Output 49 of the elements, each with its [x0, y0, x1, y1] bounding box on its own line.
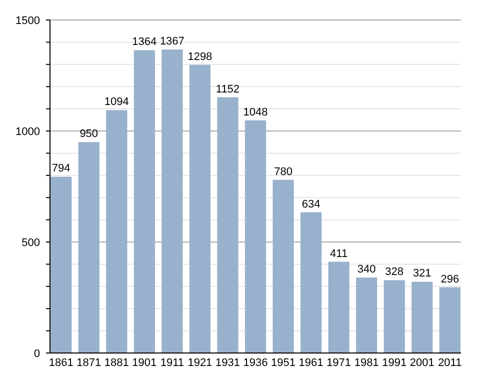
y-tick-label: 1500 — [16, 14, 40, 27]
bar — [134, 50, 155, 353]
data-label: 1048 — [243, 106, 268, 118]
bar — [50, 176, 72, 353]
data-label: 950 — [80, 128, 98, 140]
data-label: 328 — [385, 266, 404, 278]
bar — [412, 282, 433, 353]
data-label: 296 — [440, 273, 460, 286]
x-tick-label: 1911 — [160, 357, 184, 369]
y-tick-label: 0 — [34, 348, 40, 360]
data-label: 634 — [302, 198, 320, 210]
data-label: 321 — [412, 268, 432, 280]
data-label: 1298 — [188, 50, 212, 63]
data-label: 1152 — [216, 83, 240, 96]
data-label: 411 — [330, 248, 348, 260]
x-tick-label: 1951 — [271, 357, 296, 369]
bar — [328, 262, 350, 353]
x-tick-label: 1881 — [104, 357, 129, 369]
bar — [272, 180, 294, 353]
x-tick-label: 1991 — [382, 357, 407, 369]
bar — [78, 142, 100, 353]
x-tick-label: 1921 — [188, 357, 212, 369]
x-tick-label: 1971 — [326, 357, 352, 369]
x-tick-label: 1981 — [354, 357, 379, 369]
bar — [106, 110, 128, 353]
x-tick-label: 1871 — [76, 357, 102, 369]
data-label: 340 — [357, 264, 376, 276]
data-label: 794 — [52, 162, 70, 175]
bar — [356, 278, 378, 353]
bar — [162, 50, 183, 353]
x-tick-label: 1861 — [48, 357, 74, 369]
bar — [244, 120, 266, 353]
bar — [217, 97, 238, 353]
data-label: 1094 — [104, 96, 129, 108]
bar — [189, 64, 211, 353]
y-tick-label: 1000 — [16, 126, 40, 138]
bar — [384, 280, 405, 353]
data-label: 1367 — [160, 36, 184, 48]
bar — [439, 287, 460, 353]
data-label: 1364 — [132, 36, 157, 48]
x-tick-label: 1961 — [298, 357, 324, 369]
bar — [300, 212, 322, 353]
x-tick-label: 2011 — [438, 357, 462, 369]
data-label: 780 — [274, 166, 292, 178]
x-tick-label: 1901 — [132, 357, 157, 369]
x-tick-label: 1936 — [243, 357, 268, 369]
x-tick-label: 2001 — [410, 357, 434, 369]
x-tick-label: 1931 — [215, 357, 240, 369]
y-tick-label: 500 — [22, 236, 40, 249]
